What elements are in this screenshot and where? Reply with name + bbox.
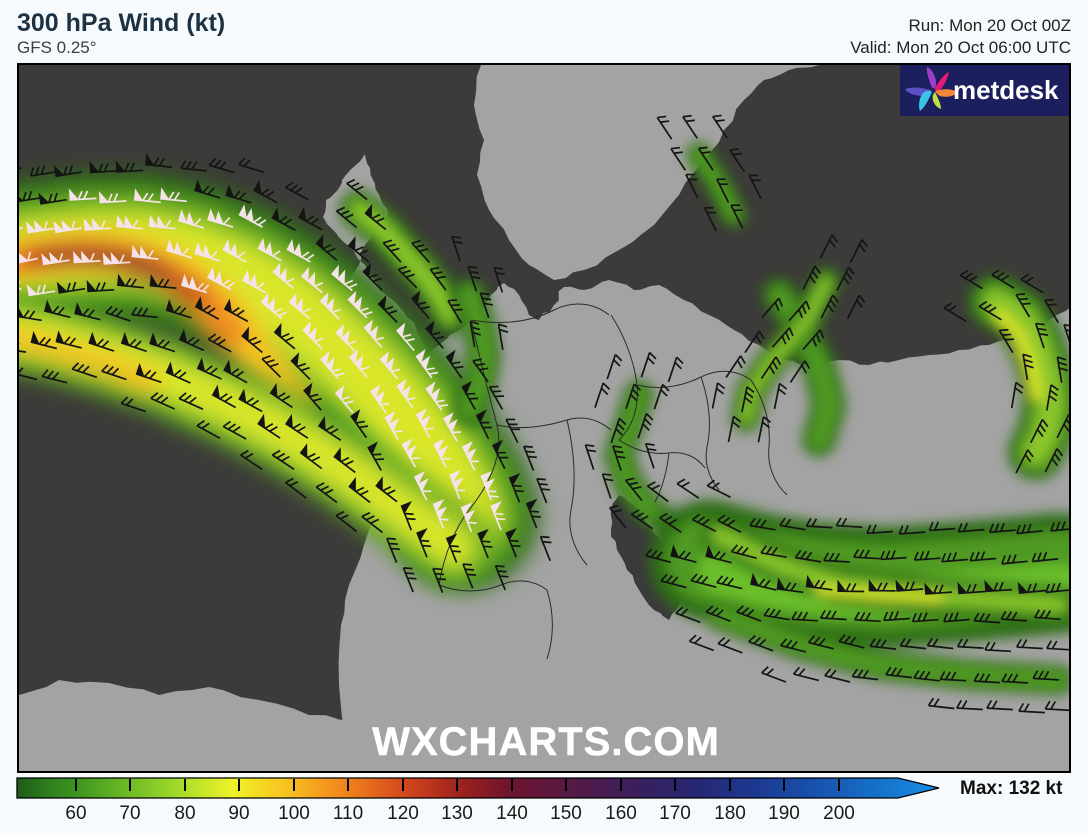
svg-text:100: 100 bbox=[278, 803, 310, 824]
svg-text:WXCHARTS.COM: WXCHARTS.COM bbox=[372, 720, 720, 764]
svg-text:metdesk: metdesk bbox=[953, 75, 1059, 105]
svg-text:190: 190 bbox=[768, 803, 800, 824]
svg-text:Max: 132 kt: Max: 132 kt bbox=[960, 778, 1063, 799]
svg-text:60: 60 bbox=[65, 803, 86, 824]
svg-text:160: 160 bbox=[605, 803, 637, 824]
svg-text:200: 200 bbox=[823, 803, 855, 824]
svg-text:110: 110 bbox=[333, 803, 363, 824]
svg-text:180: 180 bbox=[714, 803, 746, 824]
svg-text:80: 80 bbox=[174, 803, 195, 824]
svg-text:150: 150 bbox=[550, 803, 582, 824]
svg-text:70: 70 bbox=[119, 803, 140, 824]
svg-text:90: 90 bbox=[228, 803, 249, 824]
svg-text:130: 130 bbox=[441, 803, 473, 824]
svg-text:120: 120 bbox=[387, 803, 419, 824]
svg-text:140: 140 bbox=[496, 803, 528, 824]
svg-text:170: 170 bbox=[659, 803, 691, 824]
